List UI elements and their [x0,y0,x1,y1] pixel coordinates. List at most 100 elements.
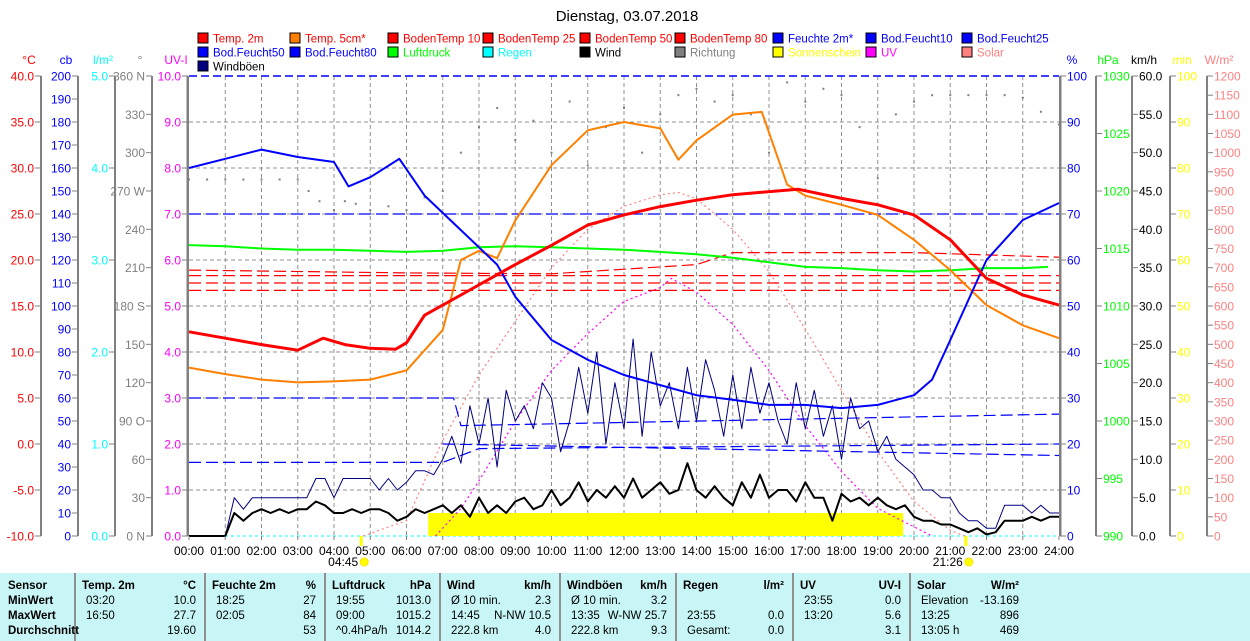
legend-item: Bod.Feucht10 [865,32,953,46]
legend-item: Richtung [674,46,735,60]
stat-value: 84 [303,610,316,622]
stat-value: 5.6 [885,610,901,622]
axis-tick-label: 30 [132,491,146,505]
stat-value: 1015.2 [395,610,431,622]
axis-tick-label: 70 [1177,208,1191,222]
axis-tick-label: 700 [1214,261,1234,275]
direction-point [695,87,698,90]
axis-tick-label: 140 [51,208,71,222]
axis-tick-label: 0.0 [17,438,34,452]
stat-value: 1013.0 [395,595,431,607]
axis-tick-label: 1030 [1103,70,1130,84]
x-tick-label: 10:00 [536,544,566,558]
legend-swatch [579,32,591,44]
stat-value: 27.7 [173,610,196,622]
legend-label: Luftdruck [403,48,451,60]
axis-hpa: hPa 990 995 1000 1005 1010 1015 1020 1025 1030 [1095,53,1130,544]
axis-tick-label: 120 [125,376,145,390]
direction-point [931,94,934,97]
stats-column: Wind km/h Ø 10 min. 2.3 14:45 N-NW 10.5 222.8 … [441,573,561,641]
legend-label: Windböen [213,62,265,74]
direction-point [343,200,346,203]
axis-tick-label: 1200 [1214,70,1241,84]
axis-tick-label: 35.0 [11,116,35,130]
direction-point [1003,94,1006,97]
legend-label: Richtung [690,48,735,60]
axis-tick-label: 5.0 [17,392,34,406]
x-tick-label: 20:00 [899,544,929,558]
axis-tick-label: 100 [1067,70,1087,84]
legend-item: Sonnenschein [772,46,861,60]
stat-value: 469 [999,625,1019,637]
axis-unit-label: l/m² [93,53,113,67]
legend-label: BodenTemp 25 [498,34,575,46]
axis-tick-label: 990 [1103,530,1123,544]
direction-point [318,200,321,203]
direction-point [459,151,462,154]
stat-value: 53 [303,625,316,637]
axis-tick-label: 300 [125,146,145,160]
stat-value: -13.169 [979,595,1019,607]
legend-item: Feuchte 2m* [772,32,854,46]
stat-time: 14:45 [451,610,480,622]
series-temp-5cm- [188,110,1060,384]
stat-value: 10.0 [173,595,196,607]
stat-time: 13:35 [571,610,600,622]
weather-chart: Dienstag, 03.07.2018 Temp. 2m Temp. 5cm* B… [7,8,1241,569]
axis-tick-label: 10 [1177,484,1191,498]
axis-tick-label: 0 [1177,530,1184,544]
axis-tick-label: 60 [58,392,72,406]
axis-tick-label: 950 [1214,165,1234,179]
axis-temp: °C -10.0 -5.0 0.0 5.0 10.0 15.0 20.0 25.0 30.0 35.… [7,53,42,544]
stat-time: 03:20 [86,595,115,607]
direction-point [949,94,952,97]
legend-label: Bod.Feucht50 [213,48,285,60]
sun-icon [964,557,974,567]
axis-tick-label: 10 [1067,484,1081,498]
axis-tick-label: 250 [1214,434,1234,448]
legend-label: Feuchte 2m* [788,34,854,46]
axis-min: min 0 10 20 30 40 50 60 70 80 90 100 [1169,53,1197,544]
direction-point [242,178,245,181]
column-unit: W/m² [990,580,1019,592]
axis-tick-label: 40 [1067,346,1081,360]
legend-item: Luftdruck [387,46,451,60]
column-header: Luftdruck [332,580,386,592]
x-tick-label: 04:00 [319,544,349,558]
column-header: Solar [917,580,946,592]
axis-tick-label: 60 [132,453,146,467]
legend-swatch [579,46,591,58]
stat-value: 4.0 [535,625,551,637]
legend-label: BodenTemp 80 [690,34,767,46]
legend-swatch [197,60,209,72]
axis-tick-label: 240 [125,223,145,237]
axis-tick-label: 750 [1214,242,1234,256]
axis-tick-label: 650 [1214,280,1234,294]
series-bod-feucht25 [189,443,1060,463]
stats-column: Feuchte 2m% 18:25 27 02:05 84 53 [206,573,326,641]
statistics-table: Sensor MinWert MaxWert Durchschnitt Temp. 2m… [0,573,1250,641]
direction-point [659,113,662,116]
axis-tick-label: 9.0 [164,116,181,130]
series-sonnenschein [428,513,904,536]
direction-point [858,126,861,129]
legend-item: Bod.Feucht80 [289,46,377,60]
legend-swatch [482,46,494,58]
x-tick-label: 23:00 [1008,544,1038,558]
axis-tick-label: 0.0 [164,530,181,544]
axis-tick-label: 180 S [114,300,145,314]
axis-tick-label: 0 [1067,530,1074,544]
direction-point [713,100,716,103]
axis-tick-label: 800 [1214,223,1234,237]
axis-tick-label: 3.0 [91,254,108,268]
direction-point [354,202,357,205]
axis-tick-label: 20 [1177,438,1191,452]
column-header: Regen [683,580,719,592]
stat-time: 16:50 [86,610,115,622]
x-tick-label: 15:00 [718,544,748,558]
axis-tick-label: 7.0 [164,208,181,222]
axis-tick-label: 40.0 [11,70,35,84]
direction-point [840,94,843,97]
direction-point [804,100,807,103]
axis-tick-label: 1100 [1214,108,1240,122]
